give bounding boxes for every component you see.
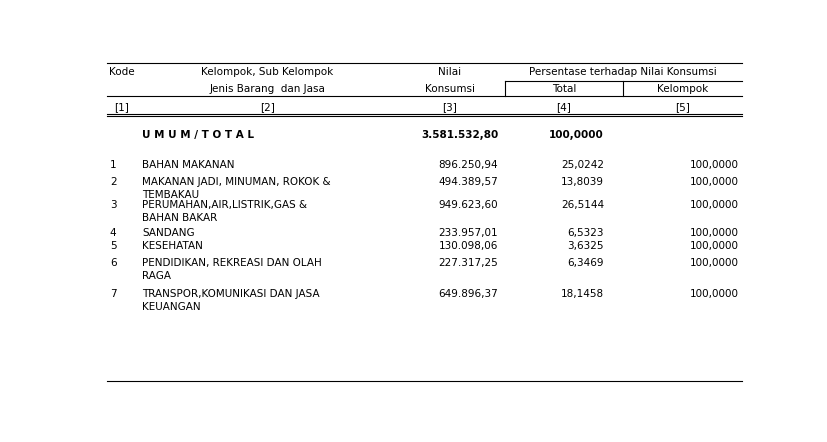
Text: 100,0000: 100,0000 (548, 130, 604, 140)
Text: Konsumsi: Konsumsi (424, 84, 475, 94)
Text: 6: 6 (110, 258, 117, 268)
Text: 6,3469: 6,3469 (566, 258, 604, 268)
Text: 100,0000: 100,0000 (689, 241, 738, 251)
Text: KEUANGAN: KEUANGAN (142, 302, 200, 312)
Text: 100,0000: 100,0000 (689, 200, 738, 210)
Text: 26,5144: 26,5144 (560, 200, 604, 210)
Text: 13,8039: 13,8039 (561, 177, 604, 187)
Text: Total: Total (551, 84, 576, 94)
Text: 100,0000: 100,0000 (689, 289, 738, 299)
Text: BAHAN MAKANAN: BAHAN MAKANAN (142, 160, 234, 170)
Text: 494.389,57: 494.389,57 (437, 177, 498, 187)
Text: 3,6325: 3,6325 (566, 241, 604, 251)
Text: [3]: [3] (442, 103, 457, 113)
Text: [5]: [5] (674, 103, 689, 113)
Text: 100,0000: 100,0000 (689, 228, 738, 238)
Text: 25,0242: 25,0242 (561, 160, 604, 170)
Text: 649.896,37: 649.896,37 (437, 289, 498, 299)
Text: 100,0000: 100,0000 (689, 160, 738, 170)
Text: BAHAN BAKAR: BAHAN BAKAR (142, 213, 217, 223)
Text: Kode: Kode (108, 67, 134, 77)
Text: [4]: [4] (556, 103, 571, 113)
Text: 1: 1 (110, 160, 117, 170)
Text: 6,5323: 6,5323 (566, 228, 604, 238)
Text: Kelompok, Sub Kelompok: Kelompok, Sub Kelompok (201, 67, 332, 77)
Text: KESEHATAN: KESEHATAN (142, 241, 203, 251)
Text: 896.250,94: 896.250,94 (438, 160, 498, 170)
Text: 7: 7 (110, 289, 117, 299)
Text: 130.098,06: 130.098,06 (438, 241, 498, 251)
Text: TRANSPOR,KOMUNIKASI DAN JASA: TRANSPOR,KOMUNIKASI DAN JASA (142, 289, 319, 299)
Text: 3: 3 (110, 200, 117, 210)
Text: 2: 2 (110, 177, 117, 187)
Text: 100,0000: 100,0000 (689, 177, 738, 187)
Text: [1]: [1] (114, 103, 129, 113)
Text: [2]: [2] (260, 103, 275, 113)
Text: RAGA: RAGA (142, 271, 171, 281)
Text: Persentase terhadap Nilai Konsumsi: Persentase terhadap Nilai Konsumsi (528, 67, 716, 77)
Text: 18,1458: 18,1458 (560, 289, 604, 299)
Text: MAKANAN JADI, MINUMAN, ROKOK &: MAKANAN JADI, MINUMAN, ROKOK & (142, 177, 330, 187)
Text: 3.581.532,80: 3.581.532,80 (420, 130, 498, 140)
Text: 5: 5 (110, 241, 117, 251)
Text: PERUMAHAN,AIR,LISTRIK,GAS &: PERUMAHAN,AIR,LISTRIK,GAS & (142, 200, 307, 210)
Text: 227.317,25: 227.317,25 (437, 258, 498, 268)
Text: Nilai: Nilai (438, 67, 461, 77)
Text: Kelompok: Kelompok (656, 84, 707, 94)
Text: 100,0000: 100,0000 (689, 258, 738, 268)
Text: U M U M / T O T A L: U M U M / T O T A L (142, 130, 254, 140)
Text: TEMBAKAU: TEMBAKAU (142, 190, 198, 199)
Text: 949.623,60: 949.623,60 (438, 200, 498, 210)
Text: SANDANG: SANDANG (142, 228, 194, 238)
Text: 4: 4 (110, 228, 117, 238)
Text: Jenis Barang  dan Jasa: Jenis Barang dan Jasa (209, 84, 325, 94)
Text: 233.957,01: 233.957,01 (438, 228, 498, 238)
Text: PENDIDIKAN, REKREASI DAN OLAH: PENDIDIKAN, REKREASI DAN OLAH (142, 258, 322, 268)
